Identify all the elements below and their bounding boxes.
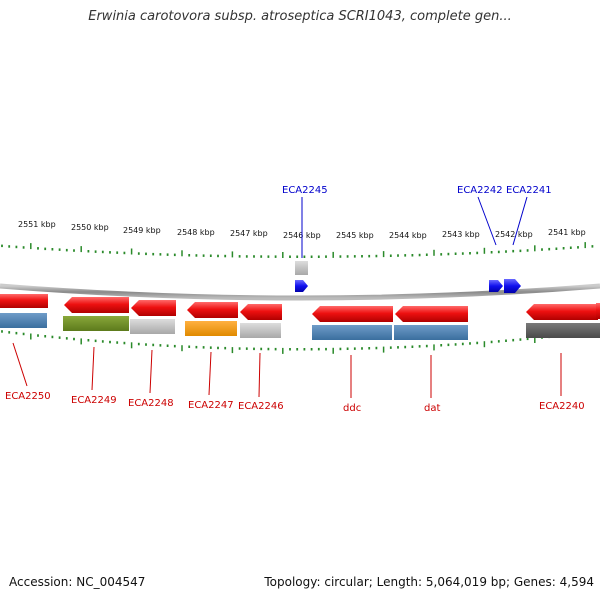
scale-label: 2547 kbp — [230, 229, 268, 238]
label-ECA2240[interactable]: ECA2240 — [539, 401, 585, 412]
forward-strand — [295, 261, 521, 293]
genome-summary-text: Topology: circular; Length: 5,064,019 bp… — [264, 575, 594, 589]
map-title: Erwinia carotovora subsp. atroseptica SC… — [88, 9, 512, 24]
gene-ddc[interactable] — [312, 306, 393, 322]
gene-ECA2246[interactable] — [240, 304, 282, 320]
leader-ECA2249 — [91, 346, 95, 391]
outer-tick-ring — [1, 242, 594, 258]
leader-ECA2241 — [512, 196, 528, 246]
feature-ECA2240[interactable] — [526, 323, 600, 338]
forward-labels: ECA2245 ECA2242 ECA2241 — [282, 185, 552, 258]
feature-ECA2246[interactable] — [240, 323, 281, 338]
scale-label: 2541 kbp — [548, 228, 586, 237]
gene-dat[interactable] — [395, 306, 468, 322]
label-ECA2246[interactable]: ECA2246 — [238, 401, 284, 412]
gene-ECA2240[interactable] — [526, 304, 598, 320]
scale-label: 2543 kbp — [442, 230, 480, 239]
reverse-strand — [0, 294, 600, 322]
gene-ECA2249[interactable] — [64, 297, 129, 313]
accession-text: Accession: NC_004547 — [9, 575, 146, 589]
gene-ECA2250[interactable] — [0, 294, 48, 308]
label-ECA2245[interactable]: ECA2245 — [282, 185, 328, 196]
scale-label: 2549 kbp — [123, 226, 161, 235]
feature-ECA2250[interactable] — [0, 313, 47, 328]
gene-ECA2242[interactable] — [489, 280, 503, 292]
scale-label: 2548 kbp — [177, 228, 215, 237]
scale-label: 2544 kbp — [389, 231, 427, 240]
feature-ECA2247[interactable] — [185, 321, 237, 336]
gene-ECA2241[interactable] — [504, 279, 521, 293]
reverse-labels: ECA2250 ECA2249 ECA2248 ECA2247 ECA2246 … — [5, 342, 585, 414]
label-ECA2250[interactable]: ECA2250 — [5, 391, 51, 402]
leader-ECA2242 — [477, 196, 497, 246]
gene-ECA2247[interactable] — [187, 302, 238, 318]
feature-bars — [0, 313, 600, 340]
label-ddc[interactable]: ddc — [343, 403, 361, 414]
label-ECA2247[interactable]: ECA2247 — [188, 400, 234, 411]
label-ECA2241[interactable]: ECA2241 — [506, 185, 552, 196]
scale-label: 2542 kbp — [495, 230, 533, 239]
inner-tick-ring — [1, 330, 594, 354]
leader-ECA2250 — [12, 342, 28, 387]
feature-ECA2245-top[interactable] — [295, 261, 308, 275]
gene-ECA2245[interactable] — [295, 280, 308, 292]
scale-label: 2551 kbp — [18, 220, 56, 229]
scale-label: 2550 kbp — [71, 223, 109, 232]
feature-ECA2248[interactable] — [130, 319, 175, 334]
feature-dat[interactable] — [394, 325, 468, 340]
feature-ddc[interactable] — [312, 325, 392, 340]
leader-ECA2248 — [149, 349, 153, 394]
gene-ECA2248[interactable] — [131, 300, 176, 316]
gene-ECA2240-partial[interactable] — [596, 303, 600, 319]
label-ECA2249[interactable]: ECA2249 — [71, 395, 117, 406]
leader-ECA2246 — [258, 352, 261, 398]
leader-ECA2247 — [208, 351, 212, 396]
feature-ECA2249[interactable] — [63, 316, 129, 331]
label-ECA2248[interactable]: ECA2248 — [128, 398, 174, 409]
label-dat[interactable]: dat — [424, 403, 440, 414]
scale-label: 2545 kbp — [336, 231, 374, 240]
label-ECA2242[interactable]: ECA2242 — [457, 185, 503, 196]
